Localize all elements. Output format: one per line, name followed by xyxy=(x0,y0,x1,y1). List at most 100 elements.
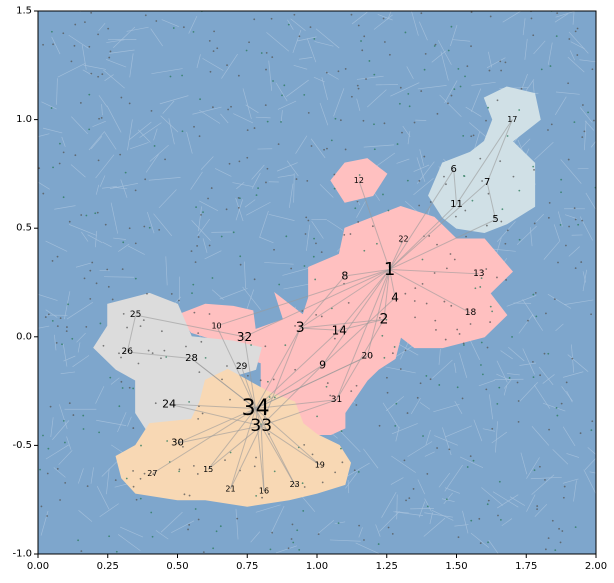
scatter-point xyxy=(591,420,593,422)
scatter-point xyxy=(74,154,76,156)
scatter-point xyxy=(202,211,204,213)
y-tick-label: -0.5 xyxy=(12,440,32,451)
scatter-point xyxy=(413,488,415,490)
scatter-point xyxy=(288,547,290,549)
scatter-point xyxy=(164,158,166,160)
scatter-point xyxy=(422,435,424,437)
scatter-point xyxy=(445,183,447,185)
scatter-point xyxy=(388,527,390,529)
scatter-point xyxy=(404,459,406,461)
scatter-point xyxy=(394,346,396,348)
scatter-point xyxy=(304,486,306,488)
y-tick-label: 0.5 xyxy=(16,223,32,234)
scatter-point xyxy=(460,86,462,88)
scatter-point xyxy=(550,65,552,67)
scatter-point xyxy=(260,379,262,381)
scatter-point xyxy=(448,448,450,450)
scatter-point xyxy=(255,457,257,459)
scatter-point xyxy=(57,325,59,327)
scatter-point xyxy=(532,166,534,168)
scatter-point xyxy=(360,40,362,42)
scatter-point xyxy=(41,506,43,508)
scatter-point xyxy=(132,388,134,390)
scatter-point xyxy=(414,316,416,318)
scatter-point xyxy=(118,405,120,407)
scatter-point xyxy=(590,429,592,431)
node-label: 2 xyxy=(379,311,388,327)
scatter-point xyxy=(261,52,263,54)
scatter-point xyxy=(185,346,187,348)
node-label: 6 xyxy=(451,164,457,175)
scatter-point xyxy=(146,293,148,295)
scatter-point xyxy=(69,221,71,223)
scatter-point xyxy=(144,178,146,180)
scatter-point xyxy=(544,479,546,481)
scatter-point xyxy=(581,136,583,138)
voronoi-edge xyxy=(30,83,38,89)
scatter-point xyxy=(573,121,575,123)
scatter-point xyxy=(590,313,592,315)
scatter-point xyxy=(447,102,449,104)
scatter-point xyxy=(216,530,218,532)
scatter-point xyxy=(479,158,481,160)
scatter-point xyxy=(226,64,228,66)
scatter-point xyxy=(155,20,157,22)
scatter-point xyxy=(52,166,54,168)
scatter-point xyxy=(507,229,509,231)
scatter-point xyxy=(424,69,426,71)
voronoi-edge xyxy=(69,2,80,12)
scatter-point xyxy=(481,342,483,344)
scatter-point xyxy=(350,233,352,235)
scatter-point xyxy=(499,481,501,483)
scatter-point xyxy=(150,512,152,514)
scatter-point xyxy=(57,256,59,258)
scatter-point xyxy=(80,214,82,216)
scatter-point xyxy=(457,386,459,388)
scatter-point xyxy=(531,18,533,20)
scatter-point xyxy=(108,57,110,59)
scatter-point xyxy=(108,286,110,288)
node-label: 32 xyxy=(237,330,252,344)
scatter-point xyxy=(195,508,197,510)
scatter-point xyxy=(94,212,96,214)
scatter-point xyxy=(42,435,44,437)
scatter-point xyxy=(485,388,487,390)
scatter-point xyxy=(363,250,365,252)
node-label: 31 xyxy=(331,395,342,405)
scatter-point xyxy=(497,515,499,517)
scatter-point xyxy=(414,122,416,124)
scatter-point xyxy=(193,312,195,314)
scatter-point xyxy=(592,68,594,70)
scatter-point xyxy=(238,207,240,209)
scatter-point xyxy=(126,478,128,480)
scatter-point xyxy=(486,225,488,227)
scatter-point xyxy=(505,279,507,281)
scatter-point xyxy=(405,349,407,351)
scatter-point xyxy=(97,212,99,214)
scatter-point xyxy=(52,320,54,322)
scatter-point xyxy=(63,151,65,153)
scatter-point xyxy=(383,18,385,20)
scatter-point xyxy=(313,38,315,40)
scatter-point xyxy=(125,172,127,174)
scatter-point xyxy=(498,387,500,389)
scatter-point xyxy=(491,310,493,312)
scatter-point xyxy=(532,34,534,36)
scatter-point xyxy=(379,425,381,427)
scatter-point xyxy=(90,12,92,14)
scatter-point xyxy=(62,32,64,34)
scatter-point xyxy=(66,330,68,332)
scatter-point xyxy=(312,453,314,455)
node-label: 26 xyxy=(122,347,134,357)
scatter-point xyxy=(272,80,274,82)
scatter-point xyxy=(345,149,347,151)
scatter-point xyxy=(552,520,554,522)
scatter-point xyxy=(315,314,317,316)
node-label: 5 xyxy=(492,214,498,225)
scatter-point xyxy=(466,65,468,67)
scatter-point xyxy=(560,542,562,544)
scatter-point xyxy=(487,347,489,349)
scatter-point xyxy=(453,88,455,90)
scatter-point xyxy=(98,159,100,161)
scatter-point xyxy=(209,40,211,42)
